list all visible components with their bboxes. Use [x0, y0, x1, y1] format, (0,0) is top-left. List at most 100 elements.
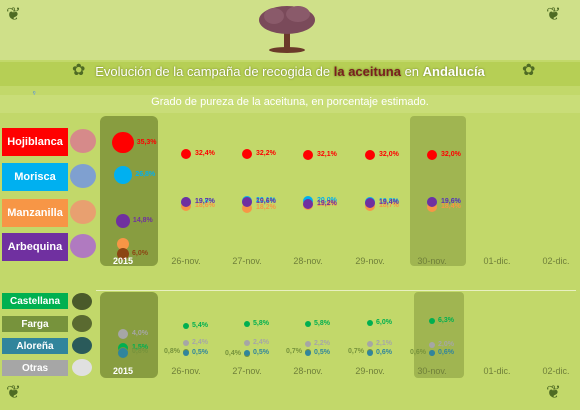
dot-castellana-3 — [305, 320, 311, 327]
label-arbequina-2: 19,6% — [256, 198, 276, 206]
label-manzanilla-3: 18,8% — [317, 201, 337, 209]
dot-alorena-1 — [183, 350, 189, 357]
x-tick-2015-bottom: 2015 — [112, 366, 134, 376]
x-tick-top-5: 30-nov. — [417, 256, 447, 266]
label-otras-2: 2,4% — [253, 338, 269, 346]
olive-otras-icon — [72, 359, 92, 376]
legend-farga: Farga — [2, 316, 68, 332]
x-tick-top-6: 01-dic. — [483, 256, 511, 266]
olive-branch-icon: ❦ — [546, 382, 562, 402]
year-2015-column-bottom — [100, 292, 158, 378]
label-otras-3: 2,2% — [314, 339, 330, 347]
olive-sprig-icon: ✿ — [72, 62, 86, 79]
label-arbequina-5: 19,6% — [441, 198, 461, 206]
olive-castellana-icon — [72, 293, 92, 310]
olive-manzanilla-icon — [70, 200, 96, 224]
label-arbequina-1: 19,7% — [195, 198, 215, 206]
label-castellana-3: 5,8% — [314, 319, 330, 327]
legend-manzanilla: Manzanilla — [2, 199, 68, 227]
dot-alorena-4 — [367, 349, 373, 356]
legend-alorena: Aloreña — [2, 338, 68, 354]
label-farga-3: 0,7% — [286, 348, 302, 356]
label-manzanilla-5: 18,4% — [441, 202, 461, 210]
chart-subtitle: Grado de pureza de la aceituna, en porce… — [151, 96, 429, 108]
x-tick-bottom-7: 02-dic. — [542, 366, 570, 376]
x-tick-bottom-6: 01-dic. — [483, 366, 511, 376]
legend-arbequina: Arbequina — [2, 233, 68, 261]
olive-sprig-icon: ✿ — [522, 62, 536, 79]
dot-otras-3 — [305, 340, 311, 347]
olive-branch-icon: ❦ — [6, 4, 22, 24]
subtitle-band — [0, 95, 580, 113]
label-castellana-4: 6,0% — [376, 318, 392, 326]
label-morisca-4: 19,8% — [379, 197, 399, 205]
label-manzanilla-4: 18,7% — [379, 201, 399, 209]
dot-otras-5 — [429, 341, 435, 348]
legend-hojiblanca: Hojiblanca — [2, 128, 68, 156]
highlight-column-30nov — [410, 116, 466, 266]
olive-morisca-icon — [70, 164, 96, 188]
dot-hojiblanca-0 — [112, 131, 134, 154]
label-farga-5: 0,6% — [410, 348, 426, 356]
label-alorena-2: 0,5% — [253, 349, 269, 357]
label-hojiblanca-1: 32,4% — [195, 149, 215, 157]
dot-manzanilla-0 — [117, 238, 129, 251]
olive-farga-icon — [72, 315, 92, 332]
dot-otras-1 — [183, 339, 189, 346]
dot-castellana-1 — [183, 323, 189, 330]
label-otras-4: 2,1% — [376, 340, 392, 348]
dot-hojiblanca-3 — [303, 149, 313, 160]
label-alorena-4: 0,6% — [376, 348, 392, 356]
dot-arbequina-2 — [242, 197, 252, 208]
legend-castellana: Castellana — [2, 293, 68, 309]
label-castellana-0: 1,5% — [132, 343, 148, 351]
label-castellana-2: 5,8% — [253, 319, 269, 327]
label-manzanilla-1: 18,6% — [195, 202, 215, 210]
dot-alorena-3 — [305, 350, 311, 357]
dot-hojiblanca-4 — [365, 150, 375, 161]
dot-hojiblanca-2 — [242, 149, 252, 160]
dot-castellana-2 — [244, 320, 250, 327]
label-alorena-3: 0,5% — [314, 349, 330, 357]
label-2015-extra-0: 6,0% — [132, 250, 148, 258]
x-tick-bottom-5: 30-nov. — [417, 366, 447, 376]
dot-hojiblanca-1 — [181, 148, 191, 159]
x-tick-bottom-3: 28-nov. — [293, 366, 323, 376]
dot-2015-extra-0 — [117, 248, 129, 261]
x-tick-top-3: 28-nov. — [293, 256, 323, 266]
dot-otras-0 — [118, 328, 128, 339]
label-castellana-1: 5,4% — [192, 322, 208, 330]
label-arbequina-4: 19,4% — [379, 199, 399, 207]
label-farga-1: 0,8% — [164, 347, 180, 355]
dot-alorena-2 — [244, 350, 250, 357]
x-tick-bottom-1: 26-nov. — [171, 366, 201, 376]
section-divider — [96, 290, 576, 291]
title-highlight: la aceituna — [333, 64, 401, 79]
olive-arbequina-icon — [70, 234, 96, 258]
dot-castellana-5 — [429, 318, 435, 325]
olive-branch-icon: ❦ — [546, 4, 562, 24]
x-tick-top-2: 27-nov. — [232, 256, 262, 266]
x-tick-bottom-4: 29-nov. — [355, 366, 385, 376]
label-hojiblanca-4: 32,0% — [379, 151, 399, 159]
dot-alorena-5 — [429, 349, 435, 356]
label-morisca-2: 20,1% — [256, 196, 276, 204]
olive-branch-icon: ❦ — [6, 382, 22, 402]
legend-otras: Otras — [2, 360, 68, 376]
label-morisca-3: 20,0% — [317, 196, 337, 204]
label-hojiblanca-0: 35,3% — [136, 138, 157, 146]
chart-title: Evolución de la campaña de recogida de l… — [95, 64, 485, 79]
label-otras-5: 2,0% — [438, 340, 454, 348]
dot-castellana-4 — [367, 319, 373, 326]
dot-otras-4 — [367, 341, 373, 348]
label-farga-4: 0,7% — [348, 348, 364, 356]
label-castellana-5: 6,3% — [438, 317, 454, 325]
dot-otras-2 — [244, 339, 250, 346]
highlight-column-30nov-bottom — [414, 292, 464, 378]
label-morisca-1: 19,8% — [195, 197, 215, 205]
title-band — [0, 62, 580, 86]
x-tick-top-4: 29-nov. — [355, 256, 385, 266]
dot-arbequina-1 — [181, 197, 191, 208]
label-arbequina-3: 19,2% — [317, 199, 337, 207]
olive-tree-logo — [259, 6, 315, 53]
